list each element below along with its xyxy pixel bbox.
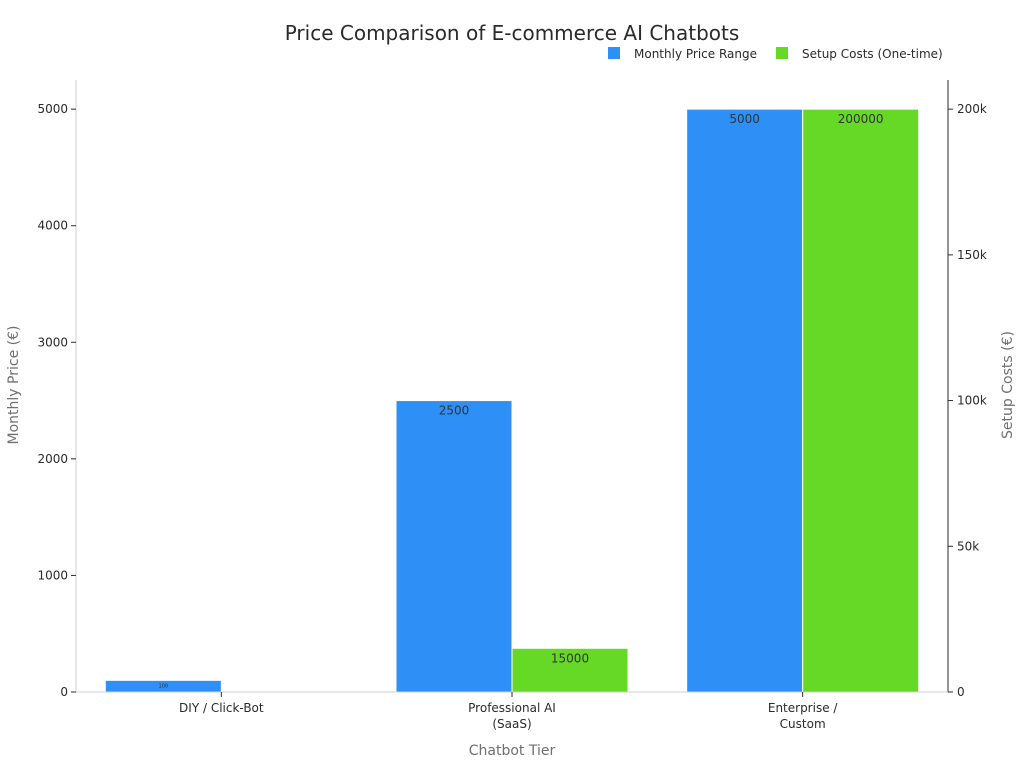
data-label: 100: [159, 683, 169, 689]
left-tick-label: 1000: [37, 568, 68, 582]
right-tick-label: 0: [957, 685, 965, 699]
legend-entry: Monthly Price Range: [634, 47, 757, 61]
data-label: 200000: [838, 112, 884, 126]
right-y-axis: 0 50k 100k 150k 200k: [947, 80, 987, 699]
bar: [802, 108, 920, 693]
left-y-axis-label: Monthly Price (€): [6, 326, 22, 445]
left-tick-label: 2000: [37, 452, 68, 466]
bar: [686, 108, 804, 693]
left-tick-label: 4000: [37, 219, 68, 233]
data-label: 5000: [729, 112, 760, 126]
right-y-axis-label: Setup Costs (€): [1000, 331, 1016, 439]
chart-title: Price Comparison of E-commerce AI Chatbo…: [285, 21, 740, 45]
bar: [511, 647, 629, 693]
data-label: 2500: [439, 404, 470, 418]
left-y-axis: 0 1000 2000 3000 4000 5000: [37, 80, 77, 699]
right-tick-label: 150k: [957, 248, 987, 262]
legend-entry: Setup Costs (One-time): [802, 47, 943, 61]
right-tick-label: 100k: [957, 394, 987, 408]
right-tick-label: 50k: [957, 539, 979, 553]
left-tick-label: 0: [60, 685, 68, 699]
x-axis-label: Chatbot Tier: [469, 743, 556, 759]
left-tick-label: 3000: [37, 335, 68, 349]
plot-area: 100 2500 15000 5000 200000: [104, 108, 920, 693]
legend-swatch: [776, 47, 788, 59]
legend-swatch: [608, 47, 620, 59]
data-label: 15000: [551, 651, 589, 665]
bar: [395, 400, 513, 693]
right-tick-label: 200k: [957, 102, 987, 116]
x-tick-label: Professional AI (SaaS): [468, 701, 556, 731]
left-tick-label: 5000: [37, 102, 68, 116]
legend: Monthly Price Range Setup Costs (One-time…: [608, 47, 943, 61]
x-tick-label: DIY / Click-Bot: [179, 701, 264, 715]
x-tick-label: Enterprise / Custom: [768, 701, 839, 731]
x-axis: DIY / Click-Bot Professional AI (SaaS) Ente…: [76, 691, 948, 731]
